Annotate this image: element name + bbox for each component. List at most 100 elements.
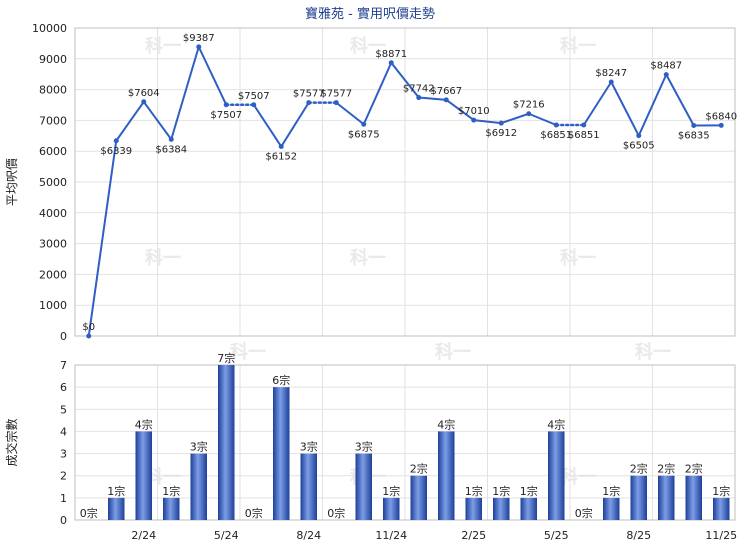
- count-bar: [108, 497, 125, 520]
- price-line-segment: [527, 112, 558, 126]
- price-line-segment: [417, 96, 448, 101]
- price-y-tick-label: 2000: [39, 268, 67, 281]
- count-data-label: 1宗: [520, 484, 538, 498]
- count-bar: [190, 453, 207, 520]
- price-data-label: $6851: [568, 130, 600, 141]
- count-bar: [658, 475, 675, 520]
- price-line-segment: [610, 80, 640, 137]
- watermark-text: 科一: [435, 341, 471, 363]
- count-data-label: 1宗: [465, 484, 483, 498]
- price-data-label: $6851: [540, 130, 572, 141]
- price-point: [113, 138, 119, 144]
- price-line-segment: [170, 45, 200, 141]
- watermark-text: 科一: [230, 341, 266, 363]
- price-point: [306, 100, 312, 106]
- count-bar: [135, 431, 152, 520]
- count-y-tick-label: 5: [60, 403, 67, 416]
- watermark-text: 科一: [560, 247, 596, 269]
- price-point: [86, 333, 92, 339]
- price-data-label: $6152: [265, 152, 297, 163]
- count-data-label: 1宗: [107, 484, 125, 498]
- count-data-label: 4宗: [547, 417, 565, 431]
- count-data-label: 6宗: [272, 373, 290, 387]
- price-data-label: $6339: [100, 146, 132, 157]
- count-data-label: 0宗: [327, 506, 345, 520]
- price-data-label: $7507: [210, 110, 242, 121]
- price-point: [663, 72, 669, 78]
- price-point: [718, 122, 724, 128]
- price-line-segment: [362, 61, 393, 126]
- chart-title: 寶雅苑 - 實用呎價走勢: [305, 6, 435, 22]
- price-line-segment: [335, 101, 365, 126]
- price-line-segment: [87, 139, 118, 337]
- x-tick-label: 11/25: [705, 529, 737, 542]
- price-trend-panel: 0 1000 2000 3000 4000 5000 6000 7000 8000 9000 100…: [5, 22, 737, 488]
- count-bar: [548, 431, 565, 520]
- price-line-segment: [472, 119, 503, 125]
- count-data-label: 4宗: [437, 417, 455, 431]
- price-point: [498, 120, 504, 126]
- price-point: [388, 60, 394, 66]
- price-point: [691, 122, 697, 128]
- price-data-label: $9387: [183, 33, 215, 44]
- price-point: [196, 44, 202, 50]
- price-data-label: $6912: [485, 128, 517, 139]
- price-y-tick-label: 0: [60, 330, 67, 343]
- count-bar: [465, 497, 482, 520]
- count-y-tick-label: 1: [60, 492, 67, 505]
- price-point: [251, 102, 257, 108]
- count-y-tick-label: 0: [60, 514, 67, 527]
- count-bar: [273, 387, 290, 520]
- price-data-label: $6384: [155, 144, 187, 155]
- price-line-segment: [115, 100, 145, 142]
- price-point: [168, 136, 174, 142]
- count-data-label: 2宗: [685, 462, 703, 476]
- price-point: [471, 117, 477, 123]
- price-point: [333, 100, 339, 106]
- price-data-label: $7577: [320, 89, 352, 100]
- watermark-text: 科一: [635, 341, 671, 363]
- count-data-label: 4宗: [135, 417, 153, 431]
- price-data-label: $7507: [238, 91, 270, 102]
- price-y-tick-label: 10000: [32, 22, 67, 35]
- x-tick-label: 8/24: [296, 529, 321, 542]
- count-bar: [438, 431, 455, 520]
- count-bar: [630, 475, 647, 520]
- transaction-count-panel: 0 1 2 3 4 5 6 7 成交宗數 0宗 1宗 4宗 1宗 3宗 7宗 0宗 6宗 3宗 0宗 3宗 1宗 2宗 4宗…: [4, 351, 737, 542]
- price-y-tick-label: 7000: [39, 114, 67, 127]
- watermark-text: 科一: [145, 35, 181, 57]
- count-bar: [163, 497, 180, 520]
- price-y-tick-label: 8000: [39, 84, 67, 97]
- price-point: [443, 97, 449, 103]
- count-data-label: 3宗: [355, 440, 373, 454]
- count-y-axis-title: 成交宗數: [4, 418, 19, 466]
- price-y-tick-label: 9000: [39, 53, 67, 66]
- count-data-label: 1宗: [382, 484, 400, 498]
- count-y-tick-label: 6: [60, 381, 67, 394]
- price-y-tick-label: 1000: [39, 299, 67, 312]
- price-data-label: $7604: [128, 88, 160, 99]
- watermark-text: 科一: [560, 466, 596, 488]
- price-point: [526, 111, 532, 117]
- x-tick-label: 2/25: [461, 529, 486, 542]
- count-bar: [685, 475, 702, 520]
- count-data-label: 3宗: [300, 440, 318, 454]
- price-data-label: $6840: [705, 111, 737, 122]
- price-data-label: $7010: [458, 106, 490, 117]
- price-line-segment: [665, 73, 695, 127]
- price-data-label: $6875: [348, 129, 380, 140]
- price-data-label: $7577: [293, 89, 325, 100]
- price-line-segment: [142, 100, 173, 141]
- price-y-tick-label: 3000: [39, 238, 67, 251]
- watermark-text: 科一: [145, 247, 181, 269]
- count-data-label: 7宗: [217, 351, 235, 365]
- price-line-segment: [197, 45, 228, 106]
- price-plot-frame: [74, 27, 736, 337]
- price-line-segment: [445, 98, 475, 122]
- x-tick-label: 2/24: [131, 529, 156, 542]
- count-bar: [355, 453, 372, 520]
- price-point: [636, 133, 642, 139]
- price-point: [608, 79, 614, 85]
